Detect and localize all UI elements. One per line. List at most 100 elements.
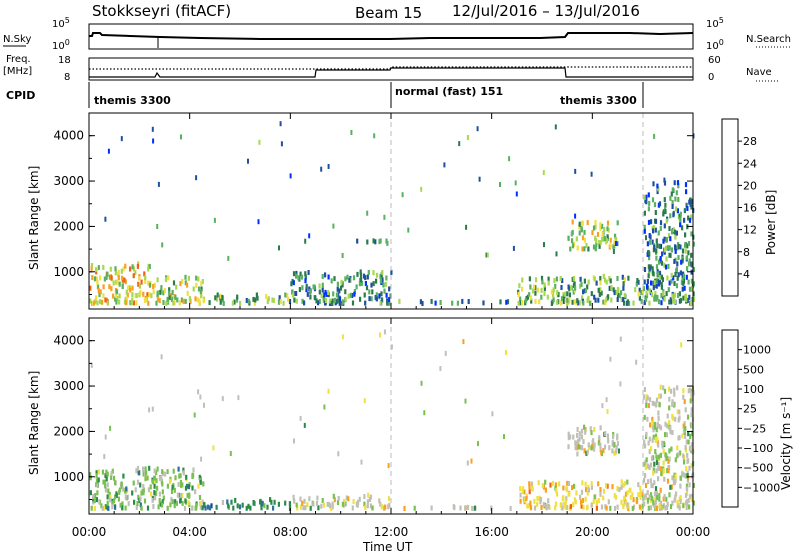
heatmap-cell <box>663 388 667 394</box>
heatmap-cell <box>643 443 647 449</box>
heatmap-cell <box>208 505 212 511</box>
heatmap-cell <box>530 481 534 487</box>
heatmap-cell <box>136 501 139 506</box>
heatmap-cell <box>172 280 176 286</box>
heatmap-cell <box>169 293 173 299</box>
heatmap-cell <box>550 301 553 306</box>
heatmap-cell <box>688 465 691 471</box>
heatmap-cell <box>657 461 660 467</box>
heatmap-cell <box>604 277 607 283</box>
heatmap-cell <box>366 274 369 280</box>
heatmap-cell <box>115 279 118 285</box>
heatmap-cell <box>106 494 109 500</box>
heatmap-cell <box>97 477 100 483</box>
heatmap-cell <box>564 499 567 505</box>
heatmap-cell <box>256 295 259 301</box>
heatmap-cell <box>648 465 651 470</box>
heatmap-cell <box>552 292 555 298</box>
heatmap-cell <box>595 280 598 286</box>
heatmap-cell <box>605 297 608 303</box>
heatmap-cell <box>556 290 559 296</box>
heatmap-cell <box>179 497 182 503</box>
heatmap-cell <box>336 281 339 287</box>
heatmap-cell <box>677 183 680 189</box>
heatmap-cell <box>330 278 333 284</box>
heatmap-cell <box>567 444 570 450</box>
heatmap-cell <box>605 397 608 403</box>
heatmap-cell <box>161 469 164 475</box>
heatmap-cell <box>129 300 132 306</box>
heatmap-cell <box>607 438 610 444</box>
heatmap-cell <box>668 280 671 286</box>
heatmap-cell <box>670 388 673 394</box>
heatmap-cell <box>222 301 225 306</box>
heatmap-cell <box>596 231 600 237</box>
heatmap-cell <box>643 439 646 445</box>
heatmap-cell <box>143 498 147 504</box>
heatmap-cell <box>653 503 656 509</box>
heatmap-cell <box>624 491 628 497</box>
heatmap-cell <box>659 384 662 390</box>
heatmap-cell <box>599 287 602 293</box>
heatmap-cell <box>327 502 330 507</box>
heatmap-cell <box>388 286 391 292</box>
heatmap-cell <box>592 225 596 231</box>
heatmap-cell <box>654 437 657 442</box>
heatmap-cell <box>639 494 642 500</box>
heatmap-cell <box>683 399 686 405</box>
heatmap-cell <box>320 166 323 172</box>
heatmap-cell <box>585 505 589 511</box>
heatmap-cell <box>543 282 546 288</box>
heatmap-cell <box>89 475 92 481</box>
heatmap-cell <box>611 484 614 490</box>
heatmap-cell <box>164 277 168 283</box>
heatmap-cell <box>599 487 602 492</box>
heatmap-cell <box>608 285 611 291</box>
heatmap-cell <box>569 246 572 252</box>
heatmap-cell <box>571 238 574 244</box>
heatmap-cell <box>649 397 652 403</box>
heatmap-cell <box>652 181 655 187</box>
heatmap-cell <box>180 134 182 140</box>
heatmap-cell <box>121 275 124 281</box>
heatmap-cell <box>197 483 200 489</box>
heatmap-cell <box>309 294 312 300</box>
heatmap-cell <box>566 297 569 303</box>
heatmap-cell <box>161 481 164 487</box>
heatmap-cell <box>620 484 623 490</box>
heatmap-cell <box>643 194 646 200</box>
heatmap-cell <box>376 272 379 278</box>
heatmap-cell <box>252 500 255 506</box>
heatmap-cell <box>681 433 684 439</box>
nsky-tick-bottom: 100 <box>52 38 70 52</box>
heatmap-cell <box>647 192 650 198</box>
heatmap-cell <box>678 244 680 249</box>
heatmap-cell <box>95 276 98 282</box>
heatmap-cell <box>279 298 282 304</box>
heatmap-cell <box>651 197 655 203</box>
heatmap-cell <box>152 284 155 289</box>
heatmap-cell <box>533 505 537 511</box>
heatmap-cell <box>675 230 678 236</box>
heatmap-cell <box>650 219 653 225</box>
heatmap-cell <box>474 505 477 511</box>
heatmap-cell <box>318 289 321 295</box>
heatmap-cell <box>245 505 248 511</box>
velocity-cb-label: Velocity [m s⁻¹] <box>779 397 793 490</box>
heatmap-cell <box>120 484 123 490</box>
heatmap-cell <box>599 276 602 281</box>
heatmap-cell <box>156 224 159 229</box>
heatmap-cell <box>293 498 296 504</box>
heatmap-cell <box>690 198 693 204</box>
heatmap-cell <box>683 285 686 291</box>
heatmap-cell <box>623 300 626 306</box>
heatmap-cell <box>573 281 576 287</box>
heatmap-cell <box>390 344 393 350</box>
heatmap-cell <box>304 278 307 284</box>
heatmap-cell <box>421 301 424 306</box>
heatmap-cell <box>686 297 689 303</box>
heatmap-cell <box>142 291 145 297</box>
heatmap-cell <box>143 297 147 303</box>
heatmap-cell <box>348 277 351 283</box>
heatmap-cell <box>571 243 575 249</box>
